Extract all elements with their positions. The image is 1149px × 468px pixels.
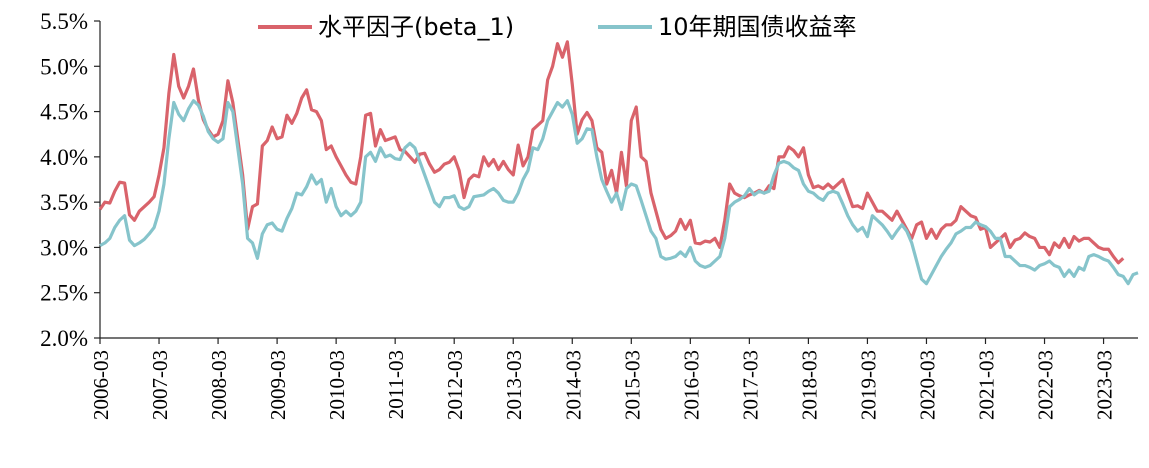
x-tick-label: 2008-03 — [207, 350, 231, 420]
y-axis: 2.0% 2.5% 3.0% 3.5% 4.0% 4.5% 5.0% 5.5% — [40, 9, 101, 351]
x-tick-label: 2020-03 — [915, 350, 939, 420]
x-tick-label: 2012-03 — [443, 350, 467, 420]
y-tick-label: 2.0% — [40, 326, 88, 351]
y-tick-label: 5.0% — [40, 54, 88, 79]
x-tick-label: 2018-03 — [797, 350, 821, 420]
x-tick-label: 2007-03 — [148, 350, 172, 420]
x-tick-label: 2014-03 — [561, 350, 585, 420]
x-tick-label: 2006-03 — [89, 350, 113, 420]
y-tick-label: 2.5% — [40, 281, 88, 306]
y-tick-label: 5.5% — [40, 9, 88, 34]
x-tick-label: 2010-03 — [325, 350, 349, 420]
x-tick-label: 2022-03 — [1034, 350, 1058, 420]
x-tick-label: 2016-03 — [679, 350, 703, 420]
series-layer — [98, 40, 1139, 286]
y-tick-label: 3.5% — [40, 190, 88, 215]
x-tick-label: 2013-03 — [502, 350, 526, 420]
y-tick-label: 4.0% — [40, 145, 88, 170]
x-tick-label: 2017-03 — [738, 350, 762, 420]
x-axis: 2006-03 2007-03 2008-03 2009-03 2010-03 2011-… — [89, 337, 1138, 420]
x-tick-label: 2015-03 — [620, 350, 644, 420]
x-tick-label: 2011-03 — [384, 350, 408, 419]
x-tick-label: 2021-03 — [974, 350, 998, 420]
x-tick-label: 2009-03 — [266, 350, 290, 420]
series-line-2 — [99, 99, 1139, 286]
series-line-1 — [98, 40, 1125, 265]
legend-label-1: 水平因子(beta_1) — [318, 13, 514, 41]
legend-label-2: 10年期国债收益率 — [658, 13, 857, 41]
legend: 水平因子(beta_1) 10年期国债收益率 — [258, 13, 857, 41]
x-tick-label: 2019-03 — [856, 350, 880, 420]
x-tick-label: 2023-03 — [1093, 350, 1117, 420]
y-tick-label: 3.0% — [40, 235, 88, 260]
y-tick-label: 4.5% — [40, 100, 88, 125]
